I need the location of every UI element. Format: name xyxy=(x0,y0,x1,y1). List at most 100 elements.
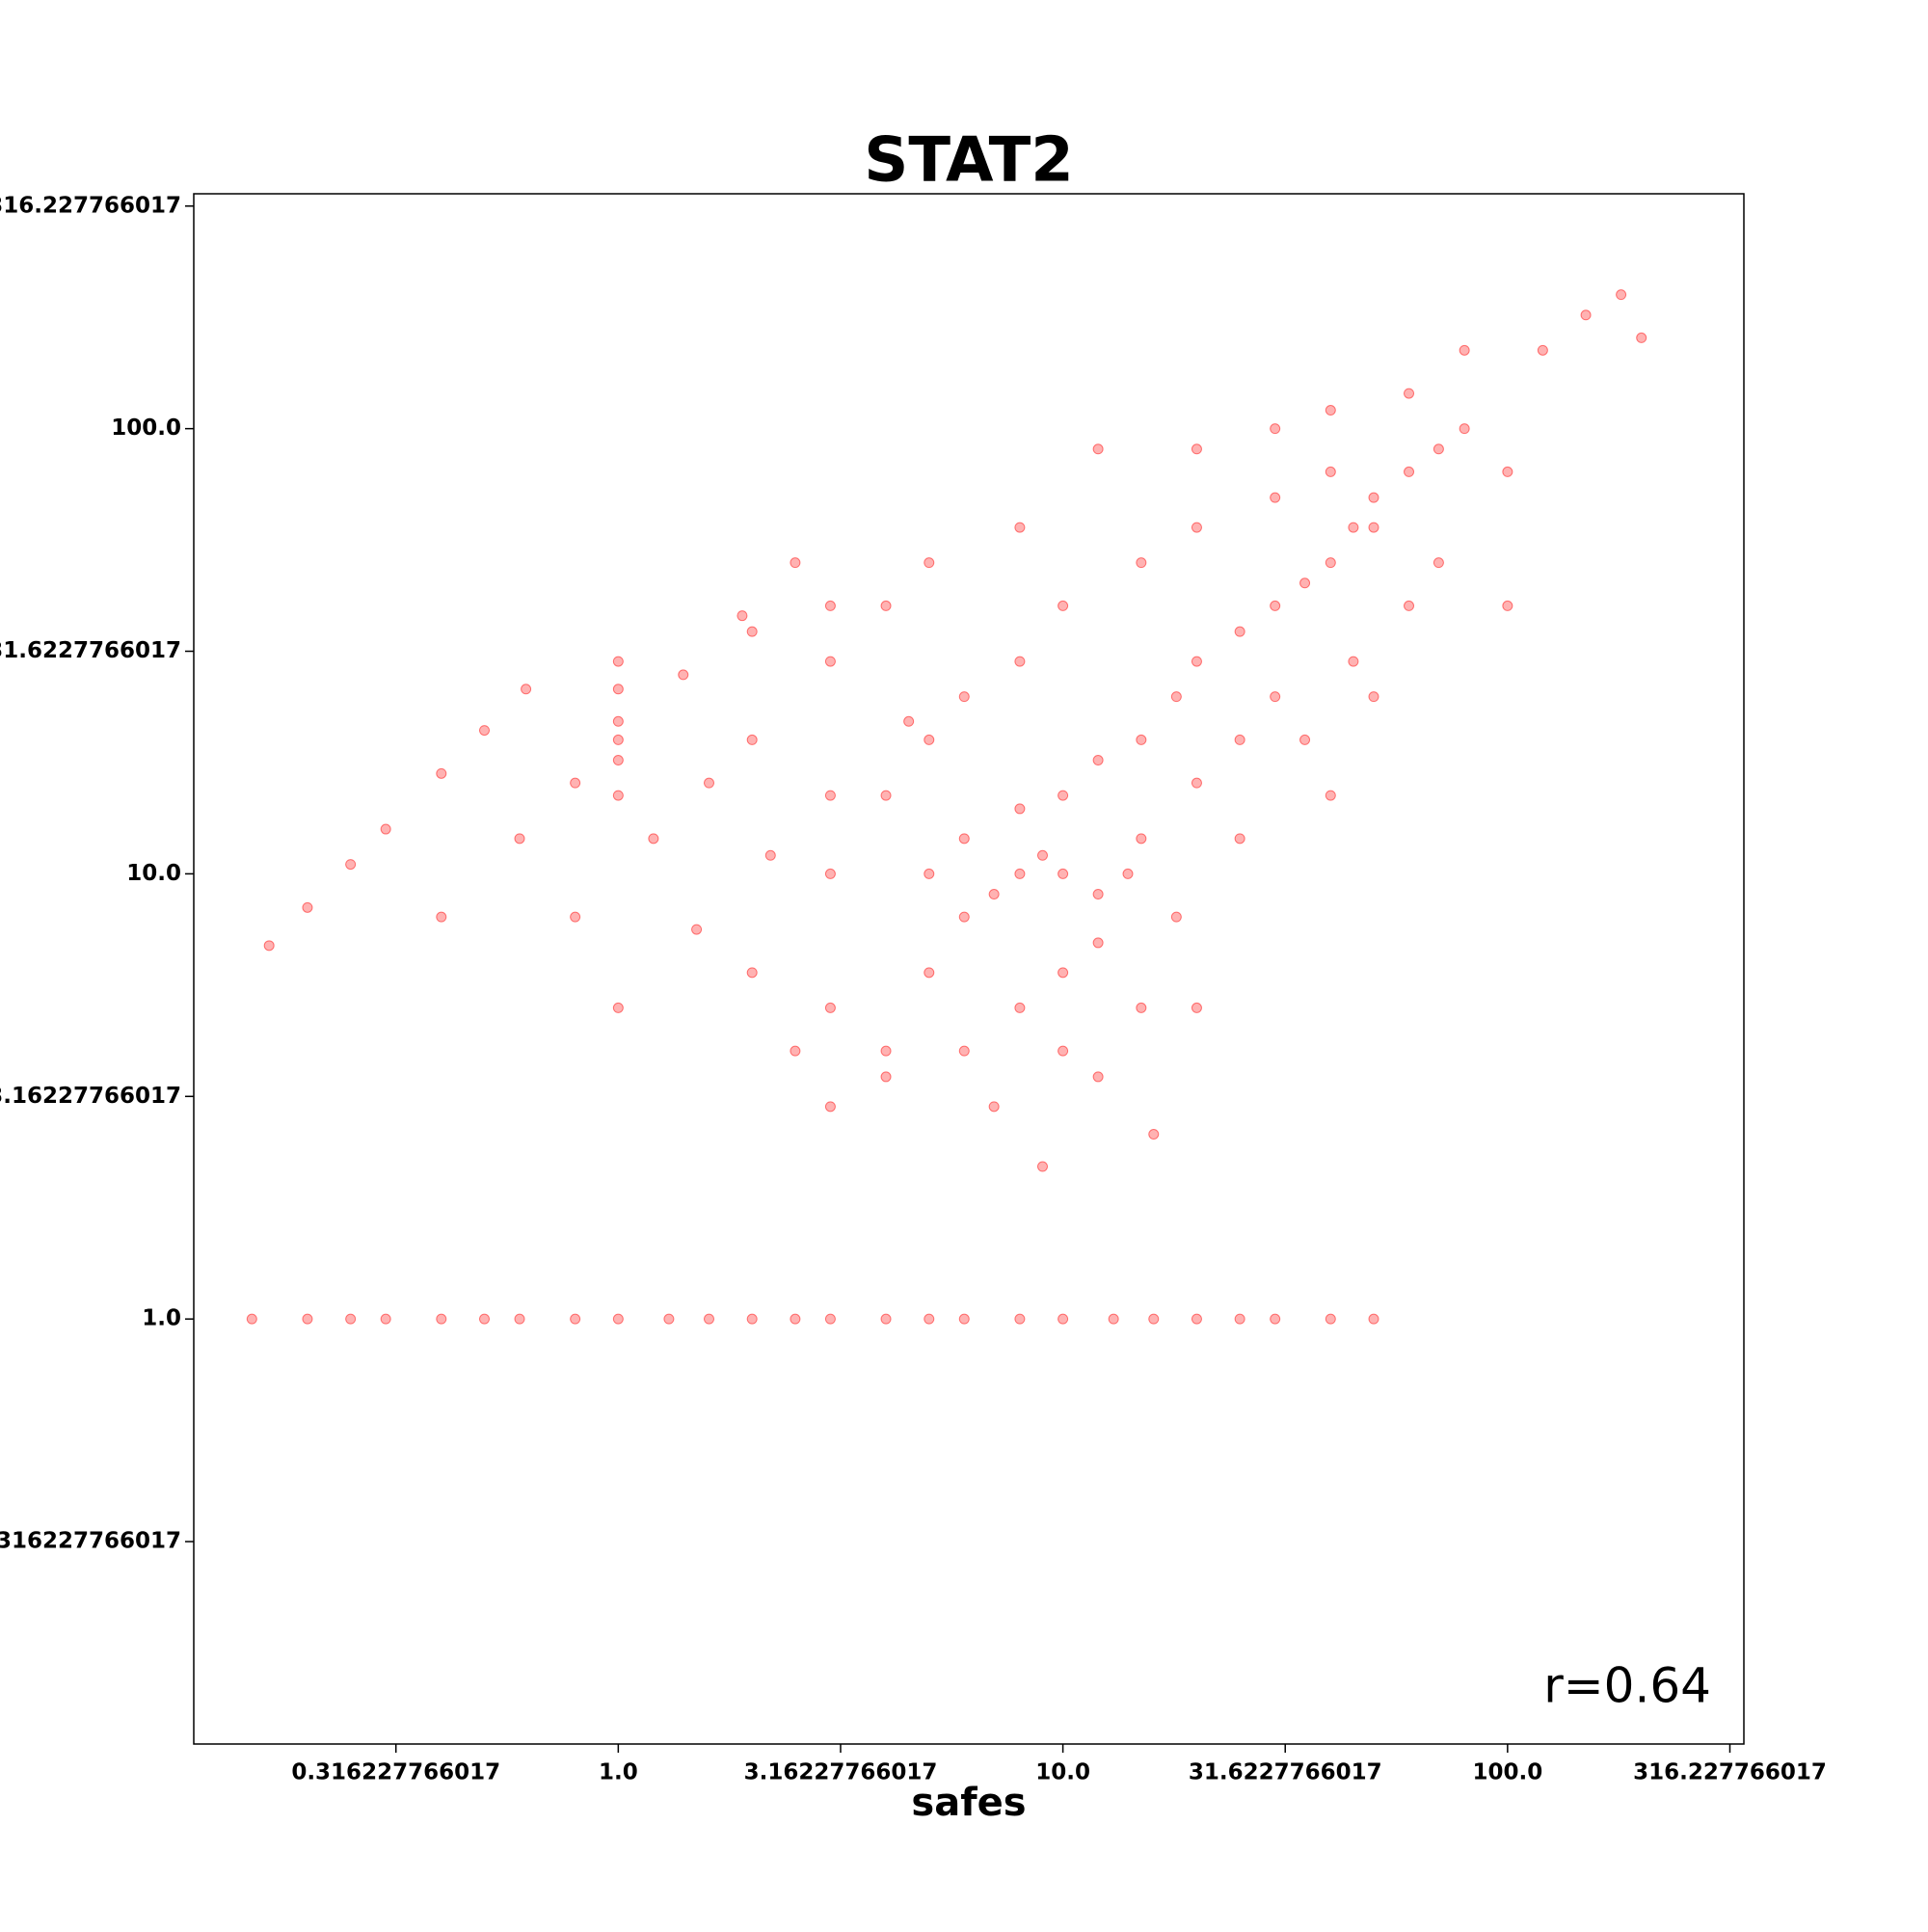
point xyxy=(436,767,447,779)
point xyxy=(1014,656,1026,667)
point xyxy=(436,1313,447,1325)
point xyxy=(1433,443,1444,455)
point xyxy=(1036,1161,1048,1172)
point xyxy=(263,940,275,952)
point xyxy=(958,1045,970,1057)
point xyxy=(1092,755,1104,766)
point xyxy=(570,777,581,789)
point xyxy=(1234,626,1245,637)
point xyxy=(612,656,624,667)
point xyxy=(1058,790,1069,801)
x-tick-label: 316.227766017 xyxy=(1633,1760,1827,1785)
point xyxy=(1325,1313,1336,1325)
point xyxy=(1092,889,1104,900)
point xyxy=(1325,557,1336,569)
point xyxy=(246,1313,257,1325)
point xyxy=(1191,777,1202,789)
point xyxy=(958,833,970,845)
point xyxy=(1270,1313,1281,1325)
point xyxy=(880,1313,892,1325)
point xyxy=(612,790,624,801)
point xyxy=(1299,734,1311,745)
y-tick-label: 31.6227766017 xyxy=(0,638,181,663)
point xyxy=(1191,656,1202,667)
x-axis-label: safes xyxy=(911,1781,1026,1825)
point xyxy=(790,1313,801,1325)
y-tick-label: 0.316227766017 xyxy=(0,1529,181,1554)
point xyxy=(736,610,748,622)
point xyxy=(1348,656,1359,667)
point xyxy=(764,849,776,861)
point xyxy=(380,1313,391,1325)
point xyxy=(691,924,703,935)
point xyxy=(824,1002,836,1013)
x-tick-label: 10.0 xyxy=(1035,1760,1090,1785)
point xyxy=(302,901,313,913)
point xyxy=(958,691,970,703)
point xyxy=(1191,522,1202,533)
x-tick-label: 0.316227766017 xyxy=(291,1760,500,1785)
point xyxy=(1191,443,1202,455)
point xyxy=(1058,1313,1069,1325)
point xyxy=(1170,691,1182,703)
point xyxy=(1136,833,1147,845)
point xyxy=(924,557,935,569)
point xyxy=(746,734,758,745)
chart-title: STAT2 xyxy=(864,125,1074,197)
point xyxy=(1404,388,1415,399)
point xyxy=(1108,1313,1119,1325)
point xyxy=(824,656,836,667)
point xyxy=(1580,309,1592,321)
point xyxy=(1014,1002,1026,1013)
point xyxy=(958,911,970,923)
point xyxy=(1325,790,1336,801)
y-tick-label: 1.0 xyxy=(142,1306,181,1331)
point xyxy=(824,600,836,611)
point xyxy=(824,1101,836,1113)
point xyxy=(478,725,490,737)
point xyxy=(1092,443,1104,455)
point xyxy=(1148,1129,1160,1140)
point xyxy=(924,967,935,979)
point xyxy=(1404,466,1415,477)
point xyxy=(880,1045,892,1057)
y-tick-label: 316.227766017 xyxy=(0,193,181,218)
point xyxy=(1234,1313,1245,1325)
point xyxy=(612,715,624,727)
point xyxy=(514,833,525,845)
point xyxy=(1537,344,1548,356)
point xyxy=(703,1313,714,1325)
point xyxy=(1014,522,1026,533)
point xyxy=(1014,1313,1026,1325)
point xyxy=(570,1313,581,1325)
plot-frame xyxy=(193,193,1745,1745)
point xyxy=(302,1313,313,1325)
point xyxy=(1270,600,1281,611)
point xyxy=(1136,557,1147,569)
point xyxy=(612,1002,624,1013)
point xyxy=(1433,557,1444,569)
point xyxy=(1270,423,1281,435)
point xyxy=(1348,522,1359,533)
point xyxy=(824,868,836,879)
point xyxy=(514,1313,525,1325)
point xyxy=(1136,734,1147,745)
point xyxy=(678,669,689,681)
point xyxy=(1459,344,1470,356)
y-tick-label: 10.0 xyxy=(126,861,181,886)
x-tick-label: 1.0 xyxy=(599,1760,638,1785)
point xyxy=(703,777,714,789)
point xyxy=(1502,600,1513,611)
x-tick-label: 100.0 xyxy=(1472,1760,1542,1785)
point xyxy=(1092,937,1104,949)
point xyxy=(478,1313,490,1325)
point xyxy=(1058,967,1069,979)
point xyxy=(746,1313,758,1325)
point xyxy=(1325,466,1336,477)
point xyxy=(1368,492,1379,503)
point xyxy=(958,1313,970,1325)
point xyxy=(1122,868,1134,879)
point xyxy=(746,626,758,637)
point xyxy=(1014,868,1026,879)
